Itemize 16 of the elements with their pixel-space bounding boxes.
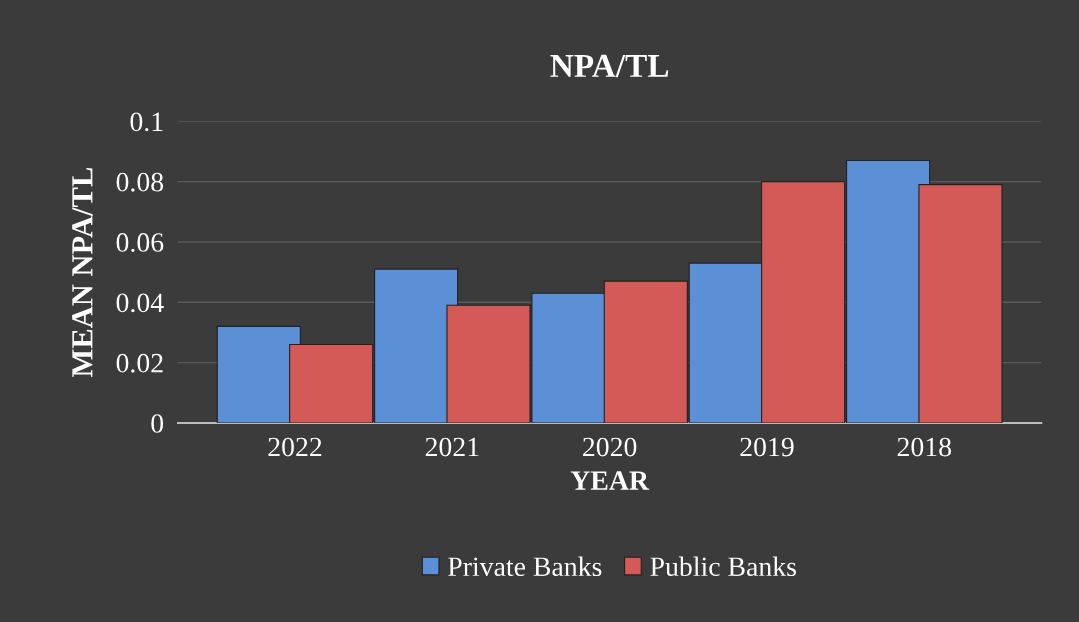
y-tick-label: 0.06 (116, 233, 164, 252)
y-tick-label: 0 (151, 414, 164, 433)
x-tick-label: 2018 (897, 437, 951, 457)
legend-label: Private Banks (448, 556, 602, 577)
y-axis-title: MEAN NPA/TL (72, 168, 93, 377)
x-tick-label: 2022 (268, 437, 322, 457)
chart-title: NPA/TL (550, 54, 669, 78)
x-tick-label: 2019 (740, 437, 794, 457)
y-tick-label: 0.08 (116, 172, 164, 192)
legend-label: Public Banks (650, 556, 796, 577)
y-tick-label: 0.02 (116, 353, 163, 373)
y-tick-label: 0.04 (116, 293, 164, 313)
x-axis-title: YEAR (570, 471, 650, 490)
y-tick-label: 0.1 (130, 112, 163, 132)
x-tick-label: 2020 (583, 437, 637, 457)
x-tick-label: 2021 (425, 437, 479, 457)
